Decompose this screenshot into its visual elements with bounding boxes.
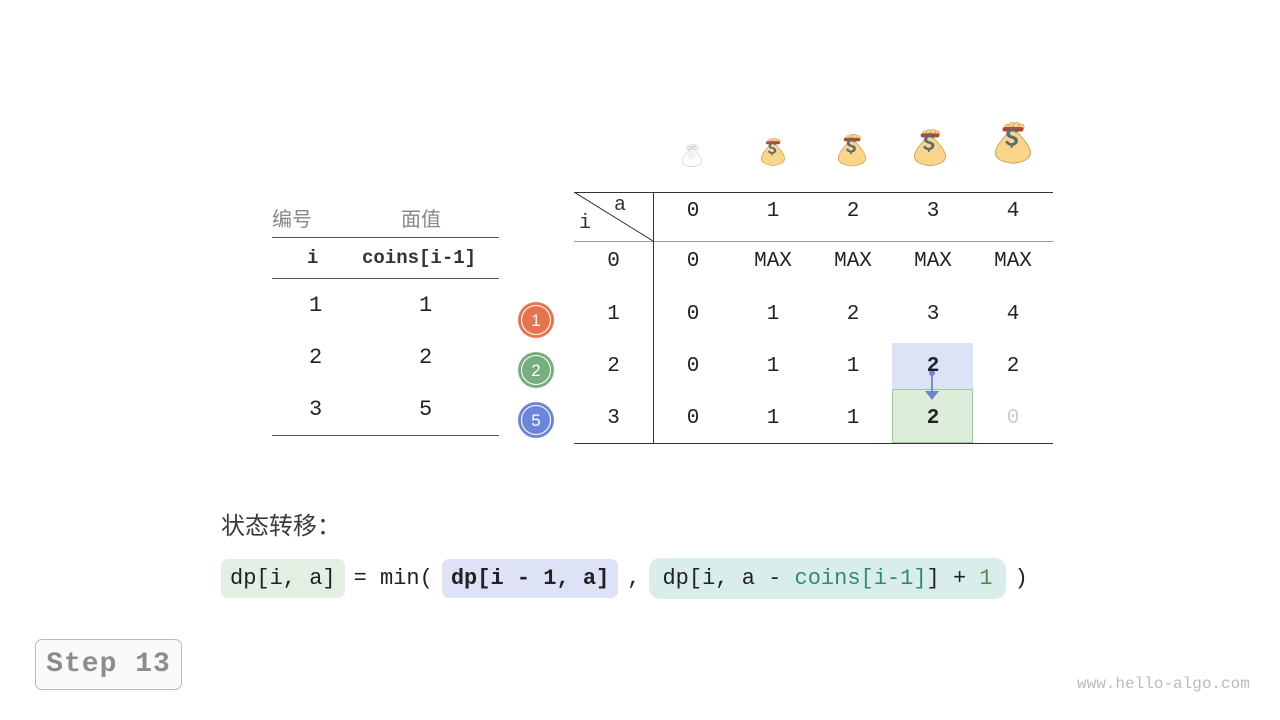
- svg-text:1: 1: [531, 311, 540, 330]
- svg-text:2: 2: [531, 361, 540, 380]
- svg-text:5: 5: [531, 411, 540, 430]
